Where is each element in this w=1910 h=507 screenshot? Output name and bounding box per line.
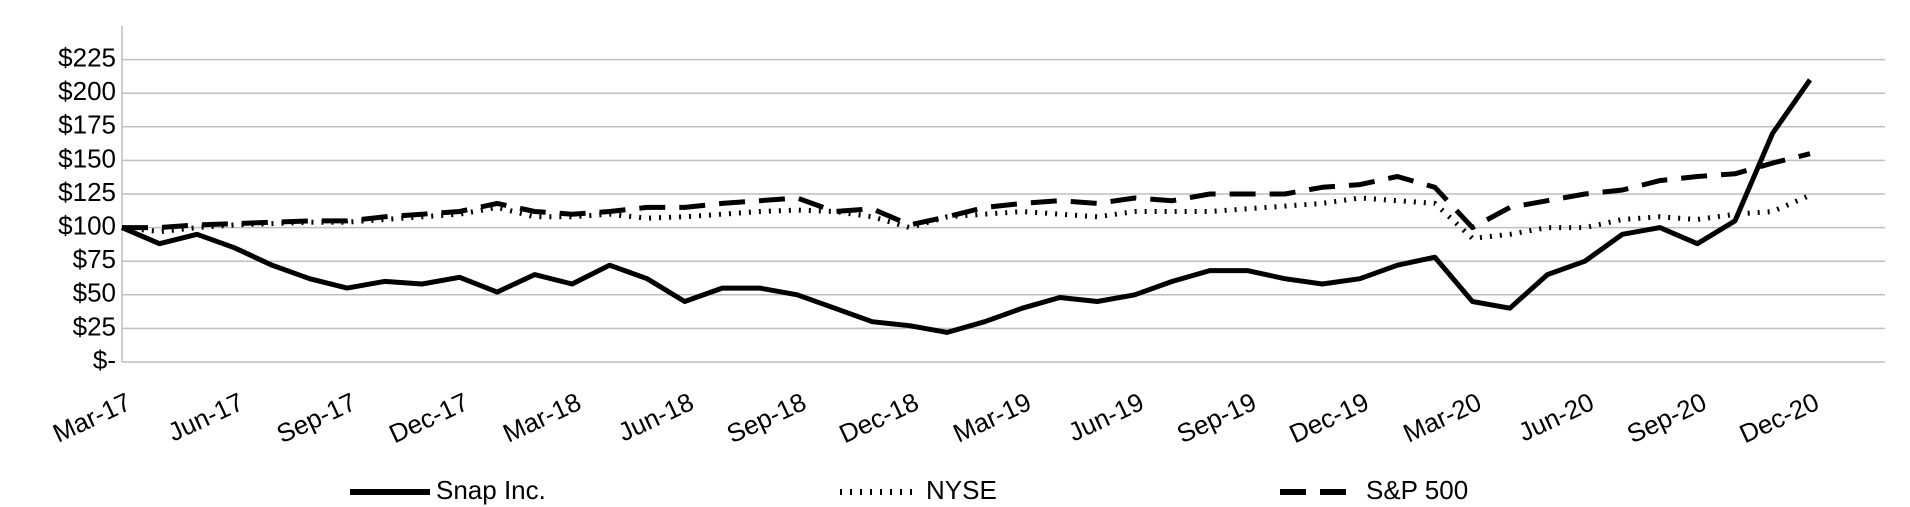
y-tick-label: $225 [58,42,116,72]
x-tick-label: Sep-20 [1622,386,1711,449]
x-tick-label: Jun-19 [1063,386,1148,447]
legend-label: Snap Inc. [436,475,546,505]
y-tick-label: $- [93,345,116,375]
y-tick-label: $175 [58,110,116,140]
x-tick-label: Mar-19 [948,386,1035,448]
y-tick-label: $25 [73,311,116,341]
y-tick-label: $150 [58,143,116,173]
x-tick-label: Dec-20 [1735,386,1824,449]
y-tick-label: $125 [58,177,116,207]
x-tick-label: Mar-20 [1399,386,1486,448]
y-tick-label: $75 [73,244,116,274]
x-tick-label: Sep-17 [272,386,361,449]
x-tick-label: Sep-19 [1172,386,1261,449]
x-tick-label: Mar-17 [48,386,135,448]
x-tick-label: Mar-18 [498,386,585,448]
line [121,193,1811,241]
line [122,151,1811,231]
x-tick-label: Dec-19 [1285,386,1374,449]
x-tick-label: Dec-18 [835,386,924,449]
x-tick-label: Jun-20 [1514,386,1599,447]
y-tick-label: $100 [58,210,116,240]
x-tick-label: Dec-17 [384,386,473,449]
line [121,78,1813,335]
y-tick-label: $50 [73,278,116,308]
legend-label: NYSE [926,475,997,505]
x-tick-label: Jun-18 [613,386,698,447]
legend-label: S&P 500 [1366,475,1468,505]
x-tick-label: Sep-18 [722,386,811,449]
y-tick-label: $200 [58,76,116,106]
x-tick-label: Jun-17 [163,386,248,447]
